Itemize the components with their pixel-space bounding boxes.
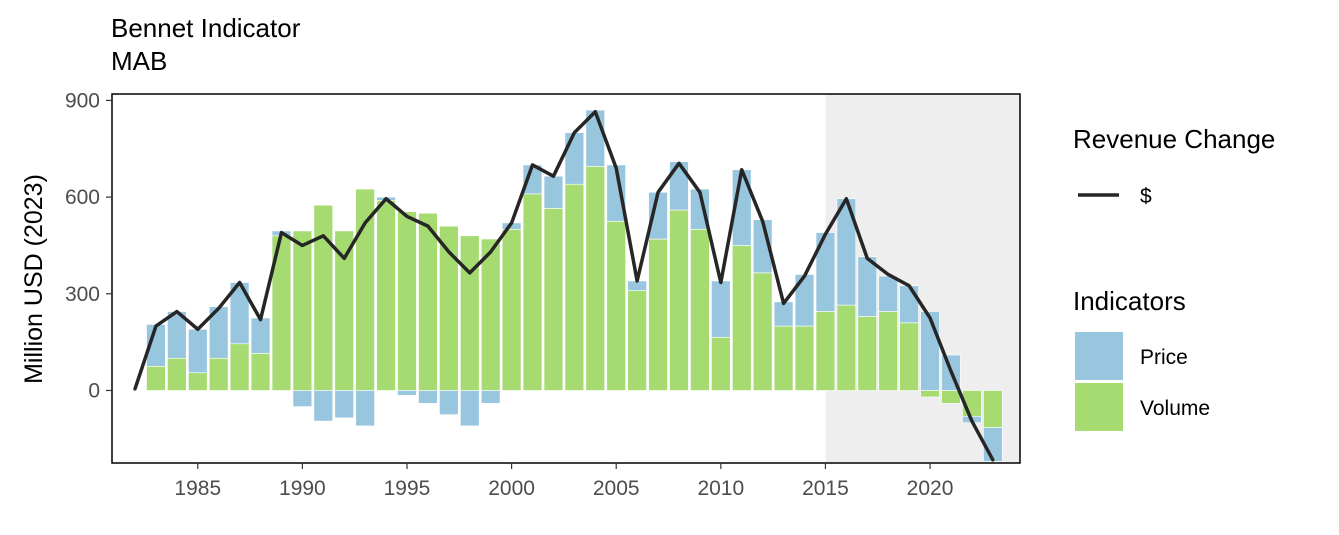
bar-volume-2000: [501, 229, 522, 391]
bar-volume-2003: [564, 183, 585, 391]
bar-price-1996: [418, 390, 438, 404]
bar-volume-2002: [543, 208, 564, 391]
bar-price-1997: [439, 390, 459, 415]
legend-volume-key: [1075, 383, 1123, 431]
x-tick-label-1985: 1985: [174, 477, 221, 500]
bar-price-2013: [773, 301, 794, 327]
bar-price-1998: [460, 390, 480, 427]
x-tick-label-1990: 1990: [279, 477, 326, 500]
bar-volume-1994: [376, 200, 396, 391]
x-tick-label-2000: 2000: [488, 477, 535, 500]
bar-volume-1984: [167, 357, 187, 391]
bar-price-2010: [711, 280, 731, 338]
bar-volume-1998: [460, 235, 480, 391]
bar-price-1995: [397, 390, 417, 396]
legend-revenue-change: Revenue Change $: [1073, 124, 1275, 208]
bar-price-2019: [899, 285, 919, 324]
legend-line-label: $: [1140, 185, 1152, 208]
x-tick-label-2015: 2015: [802, 477, 849, 500]
bar-volume-1983: [146, 366, 166, 391]
bar-price-2018: [878, 275, 898, 312]
bar-volume-2020: [920, 390, 940, 398]
revenue-change-line: [133, 109, 995, 462]
bar-volume-1987: [229, 343, 250, 391]
x-tick-label-2010: 2010: [697, 477, 744, 500]
bar-price-1988: [250, 317, 271, 354]
y-axis-label: Million USD (2023): [20, 174, 48, 384]
y-tick-label-0: 0: [88, 379, 100, 402]
bar-volume-2005: [606, 220, 626, 391]
bar-volume-2021: [941, 390, 961, 404]
bar-volume-2017: [857, 316, 877, 391]
bar-volume-1992: [334, 230, 354, 391]
y-tick-label-900: 900: [65, 89, 100, 112]
bar-volume-1990: [292, 230, 313, 391]
bar-volume-2019: [899, 322, 919, 391]
bar-price-2017: [857, 256, 877, 317]
bar-price-2008: [669, 161, 689, 211]
bar-price-1985: [188, 328, 208, 374]
bar-volume-1986: [208, 357, 229, 391]
plot-panel-border: [111, 93, 1021, 464]
x-axis: 1985 1990 1995 2000 2005 2010 2015 2020: [174, 463, 953, 500]
bar-volume-1991: [313, 204, 334, 391]
bar-volume-1999: [480, 238, 501, 391]
bar-price-2020: [920, 311, 940, 391]
bar-volume-2016: [836, 304, 857, 391]
legend-indicators: Indicators Price Volume: [1073, 286, 1210, 431]
bar-volume-2013: [773, 325, 794, 391]
bar-volume-2004: [585, 166, 606, 391]
bars-layer: [146, 109, 1003, 462]
bar-volume-2007: [648, 238, 668, 391]
bar-volume-2018: [878, 311, 898, 391]
legend-price-key: [1075, 332, 1123, 380]
bar-volume-2011: [732, 245, 752, 391]
bar-volume-2008: [669, 209, 689, 391]
legend-revenue-title: Revenue Change: [1073, 124, 1275, 154]
legend-volume-label: Volume: [1140, 397, 1210, 420]
bar-price-1992: [334, 390, 354, 419]
bar-volume-2014: [794, 325, 815, 391]
y-tick-label-600: 600: [65, 186, 100, 209]
bar-volume-2001: [522, 193, 543, 391]
bar-volume-1988: [250, 353, 271, 391]
bar-volume-2010: [711, 337, 731, 391]
bar-volume-2023: [983, 390, 1003, 428]
legend-indicators-title: Indicators: [1073, 286, 1186, 316]
bar-volume-1993: [355, 188, 375, 391]
chart-subtitle: MAB: [111, 46, 167, 76]
bar-volume-2015: [815, 311, 836, 391]
bar-price-1993: [355, 390, 375, 427]
x-tick-label-1995: 1995: [384, 477, 431, 500]
bar-volume-1996: [418, 212, 438, 391]
bar-volume-1985: [188, 372, 208, 391]
legend-price-label: Price: [1140, 346, 1188, 369]
bar-price-1991: [313, 390, 334, 422]
bar-volume-2009: [690, 229, 710, 391]
x-tick-label-2005: 2005: [593, 477, 640, 500]
bar-volume-1995: [397, 211, 417, 391]
y-tick-label-300: 300: [65, 283, 100, 306]
x-tick-label-2020: 2020: [907, 477, 954, 500]
bar-volume-2006: [627, 290, 647, 391]
bar-volume-2012: [752, 272, 773, 391]
bar-price-1990: [292, 390, 313, 407]
chart-title: Bennet Indicator: [111, 13, 301, 43]
y-axis: 0 300 600 900: [65, 89, 112, 402]
bar-price-2003: [564, 132, 585, 185]
bar-price-1999: [480, 390, 501, 404]
bar-price-2002: [543, 175, 564, 209]
